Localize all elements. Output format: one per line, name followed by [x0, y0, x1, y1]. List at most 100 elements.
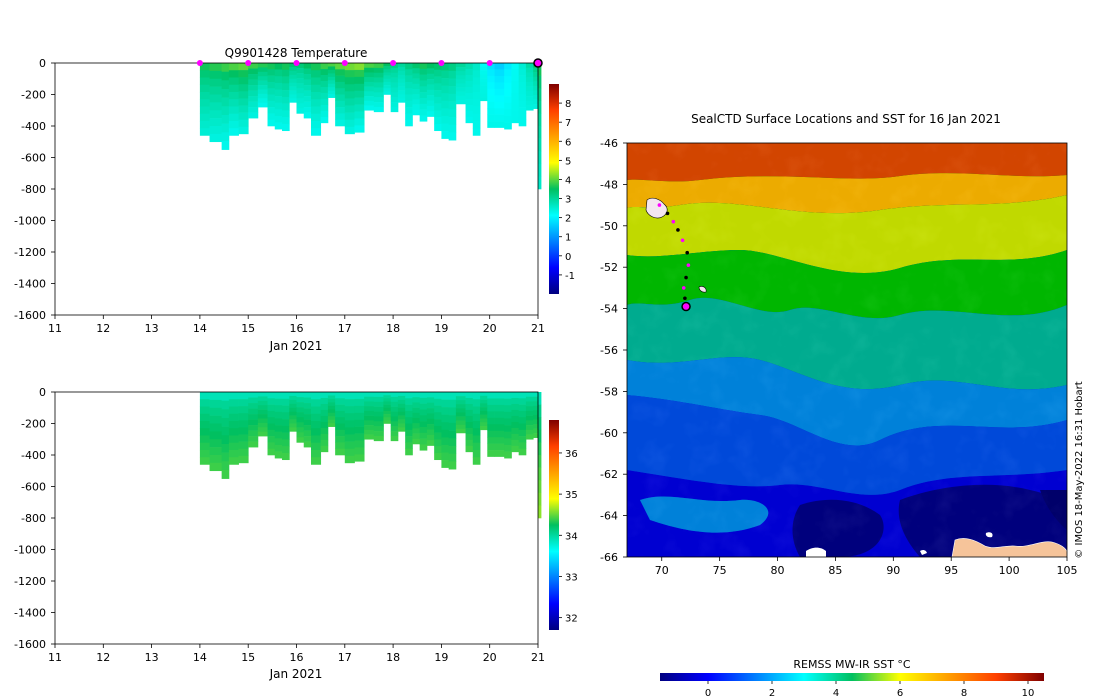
profile-cell — [274, 76, 283, 84]
profile-cell — [538, 100, 542, 114]
profile-cell — [320, 403, 329, 411]
profile-cell — [472, 120, 481, 129]
profile-cell — [525, 392, 534, 398]
colorbar-tick-label: 8 — [565, 99, 571, 110]
profile-cell — [289, 423, 297, 428]
profile-cell — [455, 91, 466, 97]
profile-cell — [518, 94, 527, 102]
profile-cell — [199, 457, 210, 465]
profile-cell — [390, 435, 399, 442]
profile-cell — [282, 439, 290, 447]
profile-cell — [397, 82, 406, 87]
profile-cell — [504, 431, 512, 439]
profile-cell — [426, 424, 435, 430]
profile-cell — [538, 404, 542, 418]
profile-cell — [504, 76, 512, 84]
profile-cell — [373, 67, 384, 74]
profile-cell — [472, 435, 481, 444]
colorbar-tick-label: 7 — [565, 118, 571, 129]
profile-cell — [228, 128, 239, 136]
profile-cell — [257, 418, 268, 424]
profile-cell — [248, 74, 259, 80]
salinity-profiles — [199, 392, 542, 519]
profile-cell — [303, 107, 312, 113]
profile-cell — [511, 433, 520, 441]
profile-cell — [335, 417, 346, 424]
profile-cell — [441, 100, 450, 109]
temperature-x-label: Jan 2021 — [269, 339, 323, 353]
profile-cell — [397, 419, 406, 424]
profile-cell — [344, 434, 355, 442]
profile-cell — [327, 83, 336, 88]
profile-cell — [533, 410, 539, 416]
profile-cell — [426, 89, 435, 96]
profile-cell — [397, 392, 406, 397]
profile-cell — [511, 98, 520, 106]
profile-cell — [335, 398, 346, 405]
profile-cell — [303, 425, 312, 431]
profile-cell — [419, 68, 428, 75]
profile-cell — [327, 402, 336, 407]
colorbar-tick-label: 36 — [565, 449, 578, 460]
profile-cell — [310, 392, 322, 400]
profile-cell — [487, 404, 495, 412]
track-point — [676, 228, 680, 232]
profile-cell — [525, 401, 534, 407]
profile-cell — [518, 392, 527, 399]
profile-cell — [441, 422, 450, 431]
profile-cell — [221, 400, 230, 410]
profile-cell — [465, 421, 474, 429]
profile-cell — [538, 151, 542, 165]
profile-cell — [419, 403, 428, 410]
profile-cell — [465, 74, 474, 82]
profile-cell — [434, 63, 442, 71]
profile-cell — [282, 419, 290, 427]
profile-cell — [487, 63, 495, 70]
profile-cell — [390, 406, 399, 412]
sst-colorbar-label: REMSS MW-IR SST °C — [793, 658, 911, 671]
x-tick-label: 12 — [96, 322, 110, 335]
profile-cell — [448, 101, 457, 110]
sst-map-panel: SealCTD Surface Locations and SST for 16… — [600, 112, 1085, 699]
profile-cell — [228, 84, 239, 93]
profile-cell — [426, 111, 435, 117]
sst-colorbar-tick-label: 4 — [833, 688, 839, 699]
profile-cell — [335, 442, 346, 449]
profile-cell — [364, 77, 375, 83]
profile-cell — [412, 397, 421, 403]
profile-cell — [525, 406, 534, 412]
profile-cell — [487, 121, 495, 128]
profile-cell — [327, 87, 336, 92]
profile-cell — [289, 419, 297, 424]
profile-cell — [267, 404, 276, 412]
profile-cell — [538, 88, 542, 102]
profile-cell — [525, 429, 534, 435]
profile-cell — [405, 423, 413, 431]
profile-cell — [518, 410, 527, 418]
profile-cell — [274, 392, 283, 399]
profile-cell — [434, 90, 442, 98]
profile-cell — [419, 444, 428, 451]
profile-cell — [310, 113, 322, 122]
salinity-x-ticks: 11 12 13 14 15 16 17 18 19 20 21 — [48, 644, 545, 664]
profile-cell — [465, 110, 474, 118]
map-y-tick-label: -50 — [600, 220, 618, 233]
profile-cell — [257, 80, 268, 86]
map-x-tick-label: 80 — [771, 564, 785, 577]
profile-cell — [465, 397, 474, 405]
y-tick-label: -800 — [21, 512, 46, 525]
profile-cell — [238, 434, 249, 442]
profile-cell — [525, 100, 534, 106]
profile-cell — [354, 104, 365, 112]
profile-cell — [209, 462, 223, 472]
profile-cell — [238, 441, 249, 449]
profile-cell — [303, 101, 312, 108]
profile-cell — [412, 407, 421, 414]
x-tick-label: 17 — [338, 322, 352, 335]
profile-cell — [373, 401, 384, 407]
profile-cell — [344, 112, 355, 120]
profile-cell — [267, 113, 276, 120]
profile-cell — [480, 422, 488, 427]
profile-cell — [455, 408, 466, 413]
profile-cell — [274, 122, 283, 130]
